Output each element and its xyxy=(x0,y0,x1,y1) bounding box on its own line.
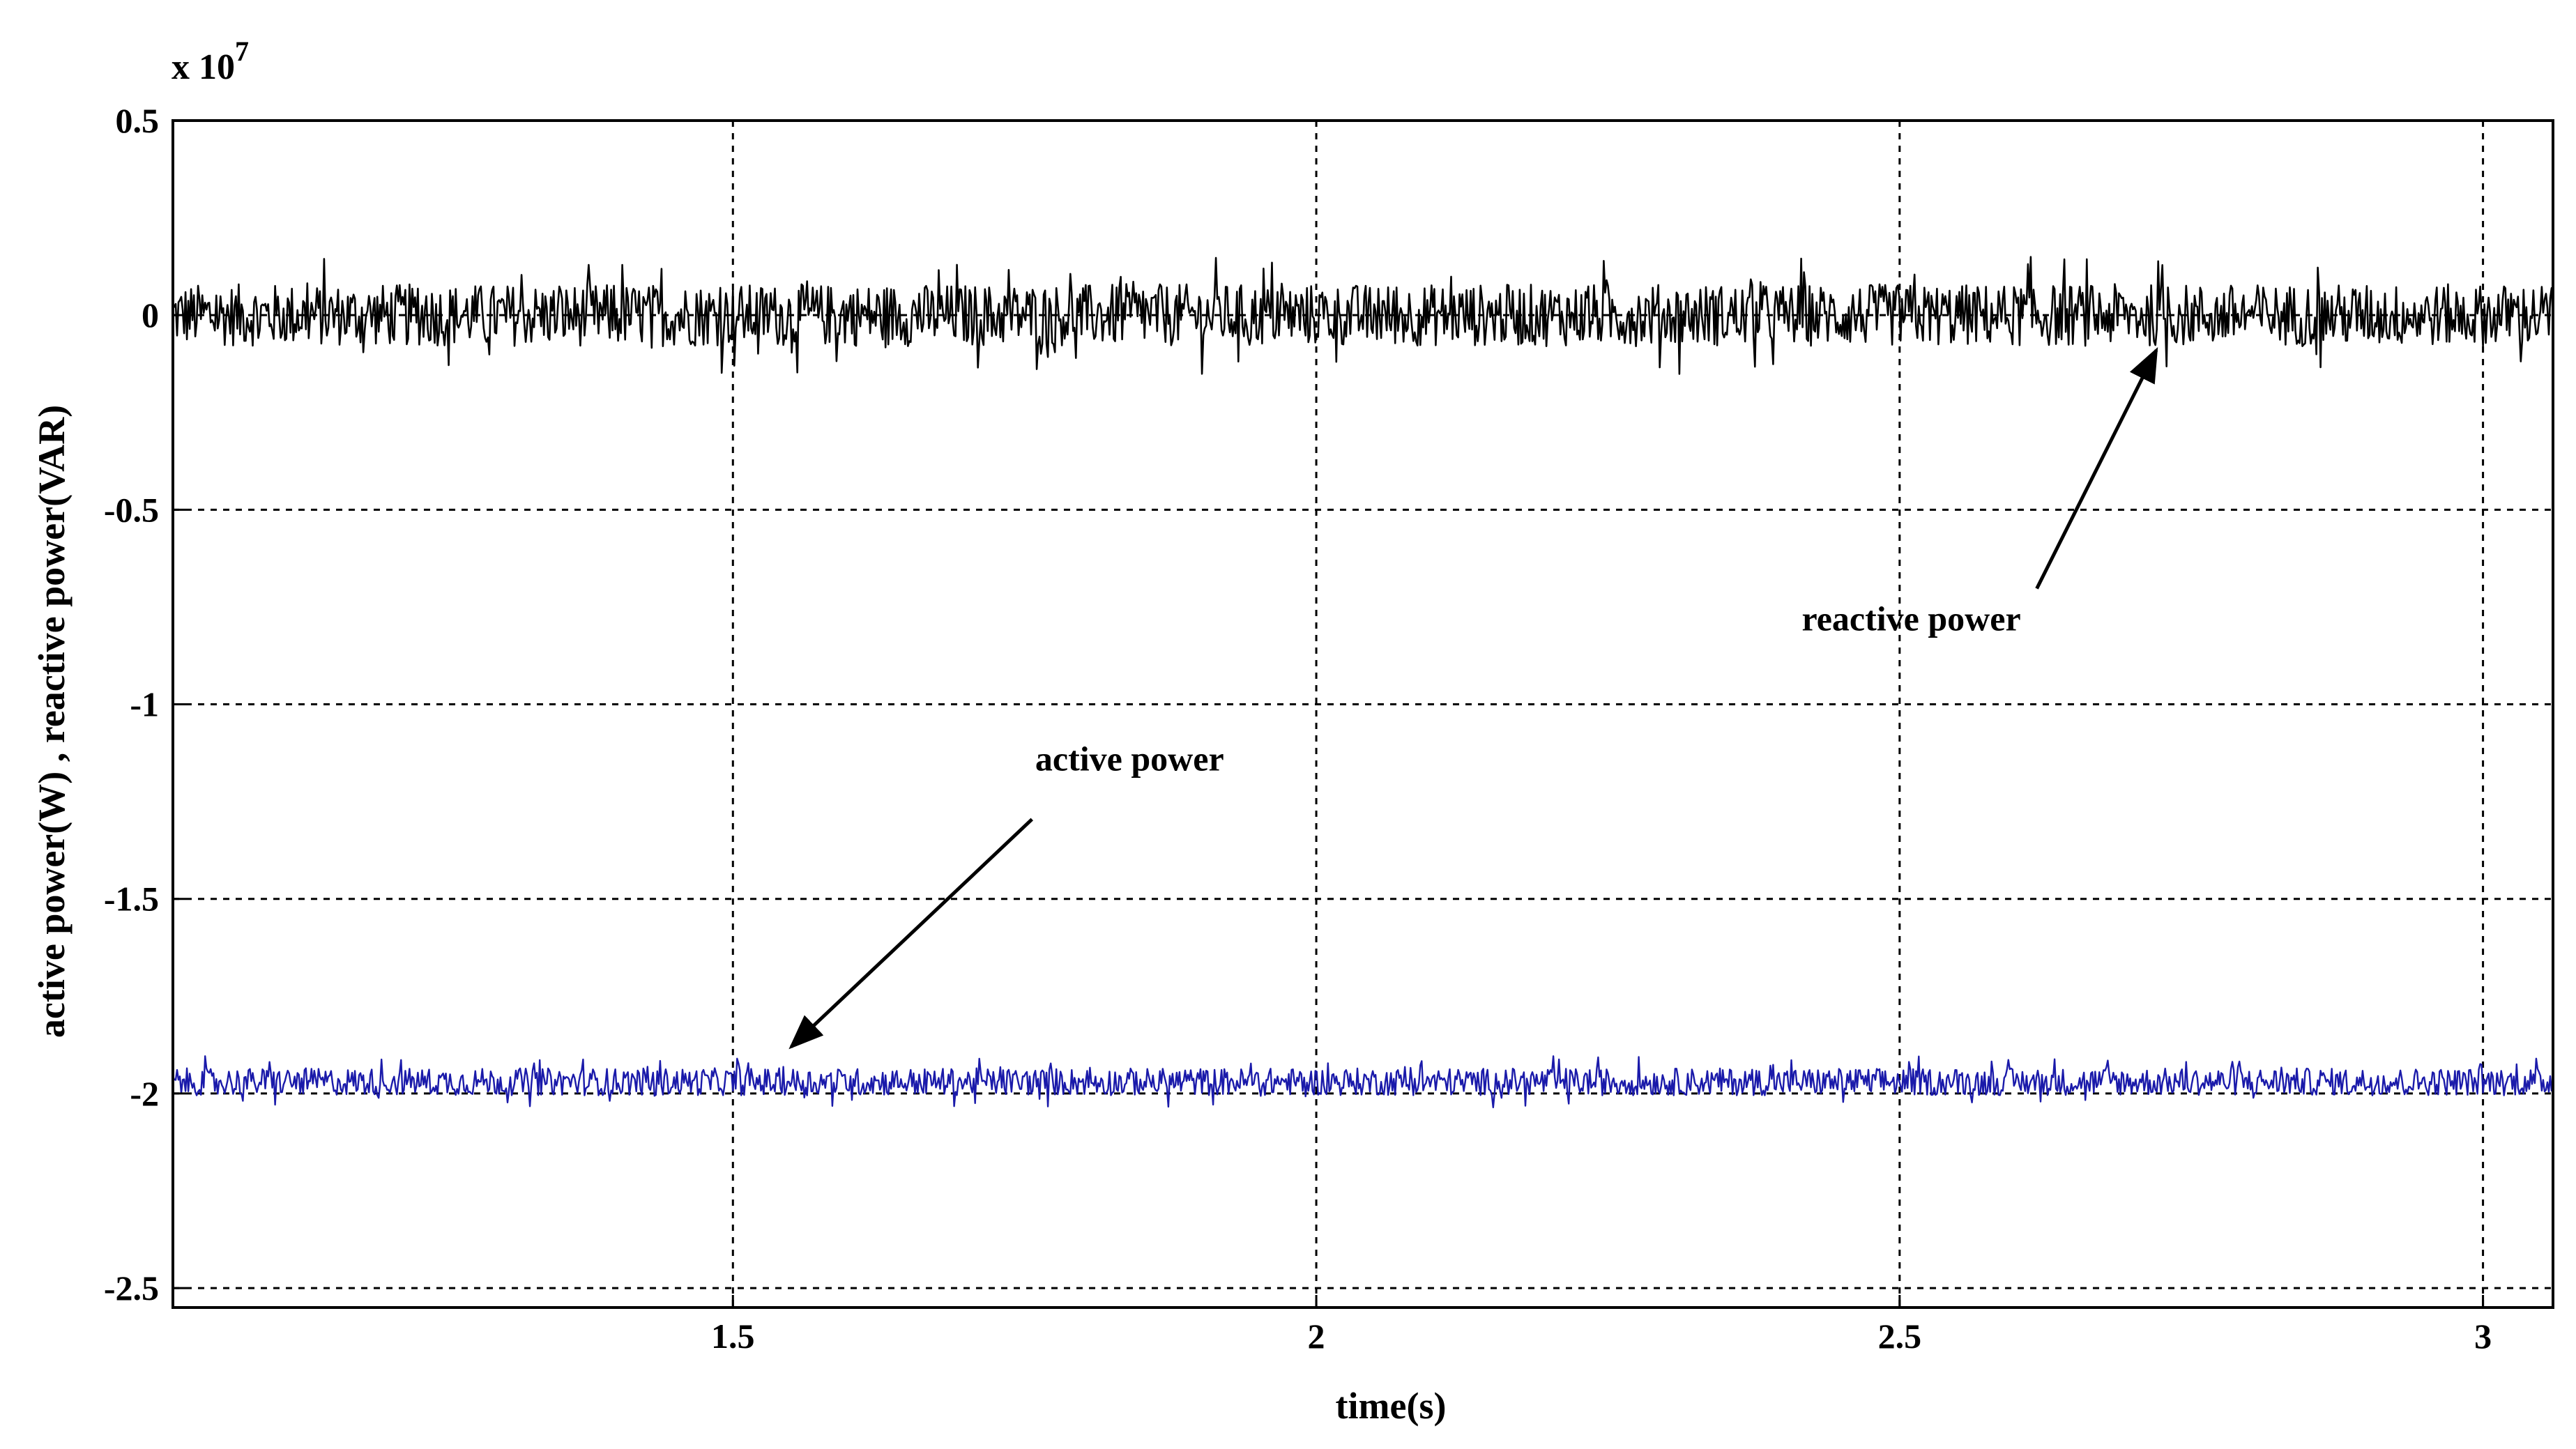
y-tick-label: -1.5 xyxy=(104,880,159,919)
y-tick-label: -0.5 xyxy=(104,490,159,529)
x-tick-label: 2.5 xyxy=(1878,1317,1922,1356)
x-tick-label: 1.5 xyxy=(711,1317,755,1356)
annotation-label: reactive power xyxy=(1801,599,2020,638)
y-axis-label: active power(W) , reactive power(VAR) xyxy=(31,405,73,1038)
y-tick-label: 0 xyxy=(142,296,159,335)
x-tick-label: 2 xyxy=(1308,1317,1325,1356)
y-tick-label: 0.5 xyxy=(116,101,160,140)
grid-lines xyxy=(173,119,2553,1308)
y-tick-label: -2.5 xyxy=(104,1268,159,1308)
y-tick-label: -1 xyxy=(130,685,159,724)
series-layer xyxy=(172,256,2554,1109)
y-exponent-label: x 107 xyxy=(172,36,249,87)
annotation-label: active power xyxy=(1035,739,1224,778)
annotations: reactive power active power xyxy=(788,346,2158,1050)
x-axis-label: time(s) xyxy=(1336,1385,1447,1427)
axis-ticks: 1.5 2 2.5 3 0.5 0 -0.5 -1 -1.5 -2 -2.5 xyxy=(104,101,2492,1356)
annotation-arrow xyxy=(2035,346,2158,590)
series-line-reactive-power xyxy=(172,256,2554,375)
series-line-active-power xyxy=(172,1055,2554,1109)
annotation-arrow xyxy=(788,818,1034,1050)
x-tick-label: 3 xyxy=(2474,1317,2492,1356)
plot-frame xyxy=(172,119,2554,1309)
y-tick-label: -2 xyxy=(130,1074,159,1113)
